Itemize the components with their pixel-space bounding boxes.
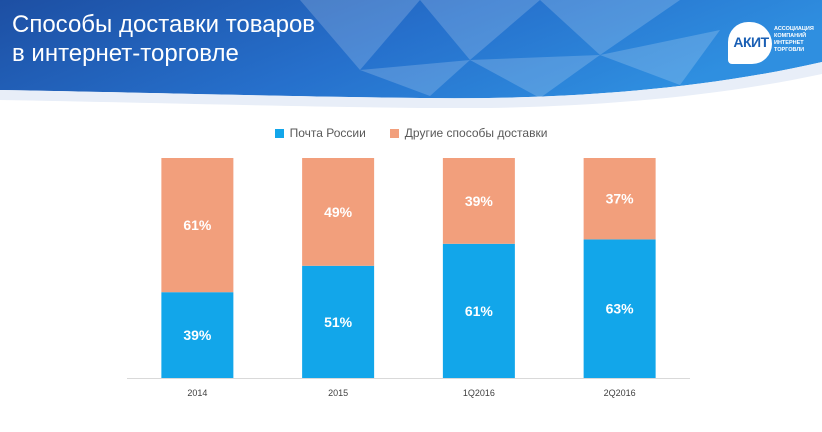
- akit-logo: АКИТ АССОЦИАЦИЯ КОМПАНИЙ ИНТЕРНЕТ ТОРГОВ…: [728, 22, 820, 70]
- legend-swatch-other: [389, 128, 399, 138]
- x-tick-label: 2014: [187, 388, 207, 398]
- data-label: 39%: [465, 193, 494, 209]
- title-line-1: Способы доставки товаров: [12, 11, 316, 38]
- logo-sub-line: ТОРГОВЛИ: [774, 47, 805, 53]
- legend-label-other: Другие способы доставки: [404, 126, 548, 140]
- x-tick-label: 2Q2016: [604, 388, 636, 398]
- logo-sub-line: КОМПАНИЙ: [774, 33, 807, 39]
- title-line-2: в интернет-торговле: [12, 40, 239, 67]
- logo-text: АКИТ: [733, 34, 769, 50]
- chart-legend: Почта России Другие способы доставки: [0, 126, 822, 140]
- legend-label-pochta: Почта России: [289, 126, 366, 140]
- data-label: 61%: [183, 217, 212, 233]
- data-label: 49%: [324, 204, 353, 220]
- data-label: 61%: [465, 303, 494, 319]
- bar-segment: [161, 158, 234, 293]
- logo-mark: [728, 22, 772, 64]
- bar-segment: [302, 265, 375, 378]
- data-label: 37%: [606, 191, 635, 207]
- bar-segment: [583, 158, 656, 240]
- bar-segment: [161, 292, 234, 378]
- bar-segment: [583, 239, 656, 378]
- bar-segment: [442, 158, 515, 244]
- logo-sub-line: ИНТЕРНЕТ: [774, 40, 804, 46]
- logo-sub-line: АССОЦИАЦИЯ: [774, 26, 814, 32]
- x-tick-label: 1Q2016: [463, 388, 495, 398]
- legend-item-pochta: Почта России: [274, 126, 366, 140]
- page-title: Способы доставки товаров в интернет-торг…: [12, 10, 315, 68]
- bar-segment: [302, 158, 375, 266]
- data-label: 51%: [324, 314, 353, 330]
- legend-item-other: Другие способы доставки: [389, 126, 548, 140]
- header-background: [0, 0, 822, 108]
- x-tick-label: 2015: [328, 388, 348, 398]
- data-label: 63%: [606, 301, 635, 317]
- header-banner: Способы доставки товаров в интернет-торг…: [0, 0, 822, 108]
- data-label: 39%: [183, 327, 212, 343]
- legend-swatch-pochta: [274, 128, 284, 138]
- logo-subtitle: АССОЦИАЦИЯ КОМПАНИЙ ИНТЕРНЕТ ТОРГОВЛИ: [774, 26, 814, 54]
- bar-segment: [442, 243, 515, 378]
